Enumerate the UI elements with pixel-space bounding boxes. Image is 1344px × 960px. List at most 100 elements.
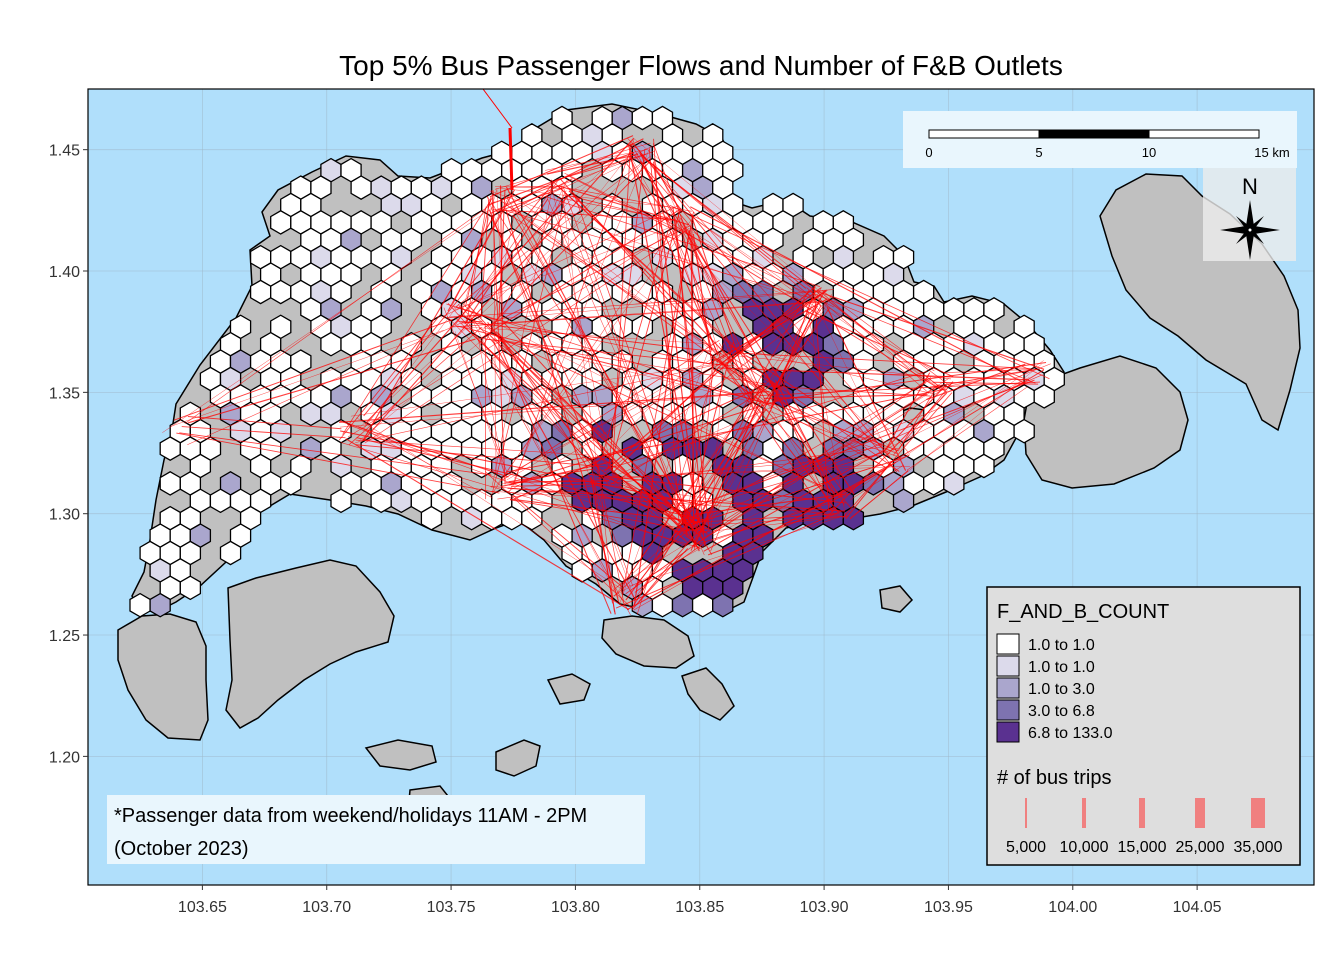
scale-label-0: 0 — [925, 145, 932, 160]
bus-flow-line — [818, 309, 892, 460]
bus-flow-line — [677, 211, 898, 473]
bus-flow-line — [512, 214, 713, 555]
bus-flow-line — [362, 213, 496, 441]
legend-line-swatch — [1082, 798, 1086, 828]
map-title: Top 5% Bus Passenger Flows and Number of… — [339, 50, 1063, 81]
hexagon-cell — [320, 331, 342, 357]
bus-flow-line — [590, 476, 616, 615]
bus-flow-line — [339, 420, 509, 478]
bus-flow-line — [718, 358, 840, 513]
bus-flow-line — [677, 224, 723, 364]
hexagon-cell — [159, 471, 181, 496]
bus-flow-line — [767, 404, 827, 500]
hexagon-cell — [209, 488, 232, 514]
bus-flow-line — [695, 493, 847, 515]
bus-flow-line — [730, 344, 883, 447]
bus-flow-line — [162, 206, 495, 433]
land-sentosa — [601, 615, 695, 669]
hexagon-cell — [149, 592, 171, 618]
data-note-line-2: (October 2023) — [114, 838, 249, 860]
bus-flow-line — [616, 393, 930, 588]
bus-flow-line — [491, 318, 711, 365]
bus-flow-line — [573, 192, 695, 535]
bus-flow-line — [709, 298, 827, 364]
bus-flow-line — [500, 188, 668, 207]
hexagon-layer — [129, 105, 1065, 618]
bus-flow-line — [709, 352, 768, 404]
bus-flow-line — [482, 89, 513, 129]
bus-flow-line — [181, 426, 346, 439]
x-tick-label: 103.80 — [551, 899, 600, 916]
bus-flow-line — [487, 321, 598, 467]
bus-flow-line — [489, 190, 807, 303]
bus-flow-line — [355, 444, 610, 468]
bus-flow-line — [726, 369, 828, 517]
bus-flow-line — [610, 381, 778, 485]
bus-flow-line — [188, 338, 476, 424]
bus-flow-line — [693, 404, 759, 548]
bus-flow-line — [638, 548, 689, 603]
bus-flow-line — [636, 289, 810, 601]
x-tick-label: 103.95 — [924, 899, 973, 916]
legend-fill-label: 3.0 to 6.8 — [1028, 703, 1095, 720]
bus-flow-line — [512, 494, 624, 589]
data-note: *Passenger data from weekend/holidays 11… — [107, 795, 645, 864]
bus-flow-line — [755, 396, 851, 508]
bus-flow-line — [592, 480, 634, 587]
bus-flow-line — [686, 307, 830, 514]
bus-flow-line — [492, 339, 636, 601]
bus-flow-line — [774, 362, 1047, 401]
hexagon-cell — [179, 575, 202, 601]
bus-flow-line — [498, 333, 589, 469]
hexagon-cell — [671, 592, 694, 618]
bus-flow-line — [486, 195, 636, 601]
bus-flow-line — [509, 498, 701, 523]
bus-flow-line — [505, 186, 700, 552]
bus-flow-line — [692, 502, 833, 546]
bus-flow-line — [898, 384, 939, 451]
bus-flow-line — [347, 424, 687, 547]
bus-flow-line — [340, 442, 701, 549]
bus-flow-line — [585, 457, 689, 544]
y-tick-label: 1.20 — [49, 749, 80, 766]
bus-flow-line — [495, 186, 562, 189]
x-tick-label: 103.70 — [302, 899, 351, 916]
bus-flow-line — [494, 337, 692, 516]
bus-flow-line — [501, 339, 720, 481]
bus-flow-line — [626, 137, 909, 453]
bus-flow-line — [342, 197, 493, 435]
bus-flow-line — [494, 142, 651, 190]
x-tick-label: 104.05 — [1173, 899, 1222, 916]
bus-flow-line — [443, 289, 834, 319]
bus-flow-line — [468, 312, 619, 598]
bus-flow-line — [602, 371, 928, 471]
x-axis: 103.65 103.70 103.75 103.80 103.85 103.90 103.… — [178, 885, 1222, 916]
hexagon-cell — [249, 279, 272, 305]
bus-flow-line — [480, 199, 490, 319]
bus-flow-line — [456, 138, 635, 311]
bus-flow-line — [586, 388, 947, 460]
legend-fill-label: 6.8 to 133.0 — [1028, 725, 1113, 742]
legend-fill-label: 1.0 to 1.0 — [1028, 637, 1095, 654]
bus-flow-line — [726, 287, 822, 361]
bus-flow-line — [682, 379, 1035, 512]
bus-flow-line — [639, 160, 855, 495]
bus-flow-line — [694, 353, 715, 550]
hexagon-cell — [270, 279, 292, 305]
x-tick-label: 103.75 — [427, 899, 476, 916]
bus-flow-line — [568, 153, 647, 193]
land-changi-east — [1023, 355, 1189, 489]
hexagon-cell — [129, 592, 151, 618]
bus-flow-line — [559, 178, 718, 355]
legend-line-title: # of bus trips — [997, 767, 1112, 789]
bus-flow-line — [636, 342, 724, 615]
bus-flow-line — [690, 206, 1026, 384]
hexagon-cell — [611, 314, 633, 340]
legend-fill-label: 1.0 to 3.0 — [1028, 681, 1095, 698]
legend-line-label: 25,000 — [1176, 839, 1225, 856]
bus-flow-line — [595, 466, 910, 479]
bus-flow-line — [767, 287, 822, 389]
bus-flow-line — [632, 550, 687, 590]
hexagon-cell — [1033, 384, 1055, 409]
bus-flow-line — [546, 153, 639, 175]
